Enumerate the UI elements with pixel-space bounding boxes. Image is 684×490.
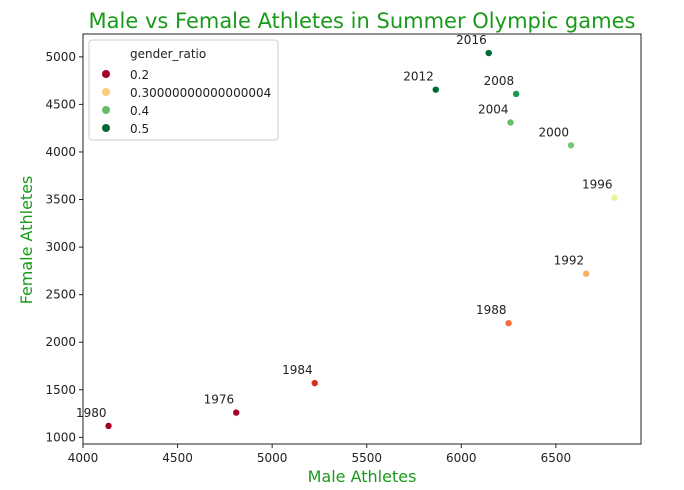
data-point	[504, 319, 513, 327]
legend-entry-label: 0.5	[130, 122, 149, 136]
data-point-label: 2016	[456, 33, 487, 47]
x-tick-label: 6000	[446, 451, 477, 465]
y-tick-label: 2500	[45, 288, 76, 302]
data-point	[582, 269, 590, 278]
data-point-label: 1976	[204, 393, 235, 407]
data-point-label: 2004	[478, 102, 509, 116]
data-point-label: 2012	[403, 70, 434, 84]
legend-marker	[102, 88, 110, 96]
legend-marker	[102, 106, 110, 114]
legend-title: gender_ratio	[130, 47, 206, 61]
data-point	[431, 85, 440, 94]
data-point-label: 1980	[76, 406, 107, 420]
data-point	[567, 141, 575, 150]
data-point-label: 1996	[582, 178, 613, 192]
data-point-label: 2008	[484, 74, 515, 88]
y-tick-label: 3000	[45, 240, 76, 254]
y-tick-label: 4000	[45, 145, 76, 159]
legend-marker	[102, 124, 110, 132]
y-tick-label: 5000	[45, 50, 76, 64]
legend-entry-label: 0.30000000000000004	[130, 86, 271, 100]
data-point	[506, 118, 515, 127]
y-tick-label: 2000	[45, 335, 76, 349]
x-tick-label: 5500	[351, 451, 382, 465]
y-tick-label: 1500	[45, 383, 76, 397]
x-tick-label: 4000	[68, 451, 99, 465]
data-point-label: 2000	[538, 125, 569, 139]
data-point-label: 1988	[476, 303, 507, 317]
y-tick-label: 1000	[45, 430, 76, 444]
x-tick-label: 5000	[257, 451, 288, 465]
x-axis-title: Male Athletes	[308, 467, 417, 486]
data-point	[610, 193, 619, 202]
data-point-label: 1984	[282, 363, 313, 377]
legend-entries: 0.2 0.30000000000000004 0.4 0.5	[102, 68, 271, 136]
y-tick-label: 3500	[45, 193, 76, 207]
legend-marker	[102, 70, 110, 78]
data-point	[104, 422, 113, 430]
y-axis-title: Female Athletes	[17, 176, 36, 305]
chart-title: Male vs Female Athletes in Summer Olympi…	[89, 9, 636, 33]
data-point	[484, 49, 493, 57]
legend-entry-label: 0.2	[130, 68, 149, 82]
data-point	[512, 90, 520, 98]
x-tick-label: 4500	[162, 451, 193, 465]
legend-entry-label: 0.4	[130, 104, 149, 118]
legend: gender_ratio 0.20.300000000000000040.40.…	[88, 39, 279, 141]
y-tick-label: 4500	[45, 97, 76, 111]
data-point-label: 1992	[554, 254, 585, 268]
plot-frame	[82, 33, 642, 445]
data-point	[232, 408, 241, 417]
x-tick-label: 6500	[541, 451, 572, 465]
plot-area: 4000 4500 5000 5500 6000 6500 1000 1500 2000 2500…	[45, 33, 642, 465]
legend-box	[88, 39, 279, 141]
data-point	[310, 379, 319, 387]
